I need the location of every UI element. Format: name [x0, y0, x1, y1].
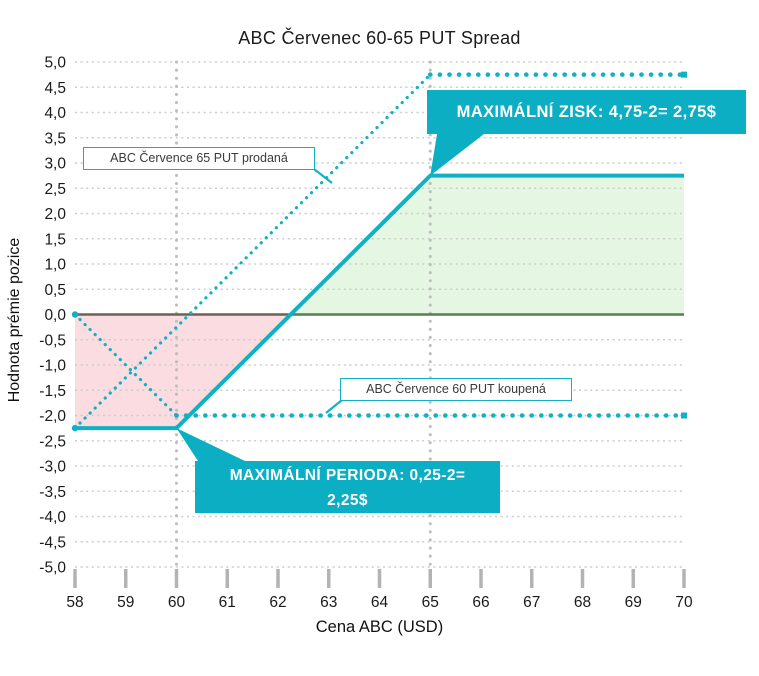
x-tick-label: 70 — [675, 594, 693, 611]
x-axis-title: Cena ABC (USD) — [315, 618, 444, 636]
y-tick-label: -4,0 — [39, 509, 66, 526]
y-tick-label: 1,0 — [44, 257, 66, 274]
y-tick-label: -0,5 — [39, 332, 66, 349]
x-tick-label: 58 — [66, 594, 83, 611]
max-profit-pointer — [430, 134, 484, 176]
x-tick-label: 67 — [523, 594, 540, 611]
profit-area — [290, 175, 684, 315]
y-tick-label: 2,0 — [44, 206, 66, 223]
series-spread-payoff — [75, 173, 684, 431]
put65-sold-start-dot — [71, 424, 79, 432]
x-tick-label: 65 — [422, 594, 439, 611]
series-put60-bought — [73, 312, 179, 418]
x-tick-label: 64 — [371, 594, 389, 611]
y-tick-label: -1,0 — [39, 358, 66, 375]
y-tick-label: 2,5 — [44, 181, 66, 198]
y-tick-label: -3,5 — [39, 484, 66, 501]
max-loss-line1: MAXIMÁLNÍ PERIODA: 0,25-2= — [229, 467, 466, 484]
y-tick-label: 0,0 — [44, 307, 66, 324]
max-loss-callout: MAXIMÁLNÍ PERIODA: 0,25-2= 2,25$ — [195, 461, 500, 513]
y-tick-label: 4,0 — [44, 105, 66, 122]
x-tick-label: 60 — [168, 594, 186, 611]
x-tick-label: 61 — [219, 594, 236, 611]
bought-put-label: ABC Července 60 PUT koupená — [340, 378, 572, 401]
y-tick-label: -1,5 — [39, 383, 66, 400]
x-tick-label: 63 — [320, 594, 337, 611]
loss-area — [75, 314, 291, 429]
y-tick-label: 3,0 — [44, 156, 66, 173]
max-profit-callout: MAXIMÁLNÍ ZISK: 4,75-2= 2,75$ — [427, 90, 746, 134]
y-tick-label: -3,0 — [39, 459, 66, 476]
x-tick-label: 59 — [117, 594, 134, 611]
series-put65-sold — [73, 73, 432, 430]
sold-put-label: ABC Července 65 PUT prodaná — [83, 147, 315, 170]
x-tick-label: 68 — [574, 594, 591, 611]
y-axis-title: Hodnota prémie pozice — [6, 237, 23, 403]
y-tick-label: 0,5 — [44, 282, 66, 299]
x-tick-label: 62 — [269, 594, 286, 611]
bought-label-pointer — [325, 399, 343, 414]
y-tick-label: 1,5 — [44, 231, 66, 248]
y-tick-label: -2,0 — [39, 408, 66, 425]
y-tick-label: -2,5 — [39, 433, 66, 450]
chart-title: ABC Červenec 60-65 PUT Spread — [238, 28, 521, 48]
x-tick-label: 69 — [625, 594, 642, 611]
y-tick-label: -5,0 — [39, 560, 66, 577]
y-tick-label: 5,0 — [44, 55, 66, 72]
sold-label-pointer — [313, 168, 333, 184]
max-loss-pointer — [176, 428, 245, 461]
y-tick-label: 3,5 — [44, 130, 66, 147]
y-tick-label: 4,5 — [44, 80, 66, 97]
put65-sold-end-dot — [681, 71, 687, 78]
put60-bought-end-dot — [681, 412, 687, 419]
x-tick-label: 66 — [472, 594, 489, 611]
y-tick-label: -4,5 — [39, 534, 66, 551]
put60-bought-start-dot — [71, 311, 79, 318]
max-loss-line2: 2,25$ — [327, 492, 368, 509]
